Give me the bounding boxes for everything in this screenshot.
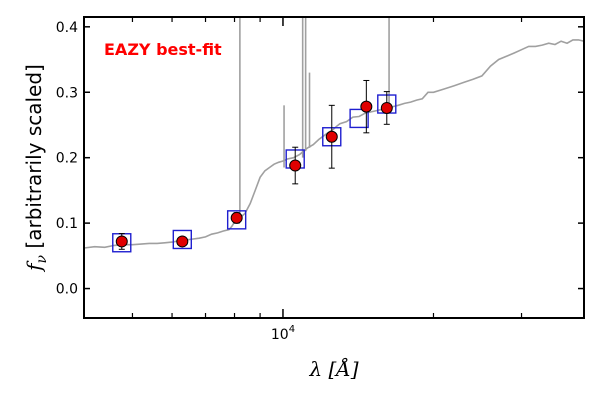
observed-point <box>289 159 302 172</box>
sed-curve <box>84 39 584 249</box>
observed-point <box>380 101 393 114</box>
y-axis-label: fν [arbitrarily scaled] <box>22 64 50 273</box>
x-axis-label: λ [Å] <box>308 356 358 381</box>
y-tick-label: 0.4 <box>56 20 78 36</box>
observed-point <box>230 211 243 224</box>
y-tick-label: 0.2 <box>56 151 78 167</box>
model-flux-box <box>226 210 247 230</box>
model-flux-box <box>172 229 192 250</box>
observed-photometry-layer <box>115 79 393 250</box>
y-tick-label: 0.0 <box>56 282 78 298</box>
model-flux-box <box>349 108 369 129</box>
x-tick-label: 104 <box>271 324 295 343</box>
y-tick-label: 0.1 <box>56 216 78 232</box>
y-tick-label: 0.3 <box>56 85 78 101</box>
ticks: 0.0 0.1 0.2 0.3 0.4 104 <box>56 17 585 343</box>
chart-annotation: EAZY best-fit <box>104 40 222 59</box>
plot-area <box>84 17 584 253</box>
observed-point <box>360 100 373 113</box>
observed-point <box>115 235 128 248</box>
model-photometry-layer <box>112 94 397 253</box>
plot-frame <box>83 16 585 319</box>
observed-point <box>325 130 338 143</box>
observed-point <box>176 235 189 248</box>
